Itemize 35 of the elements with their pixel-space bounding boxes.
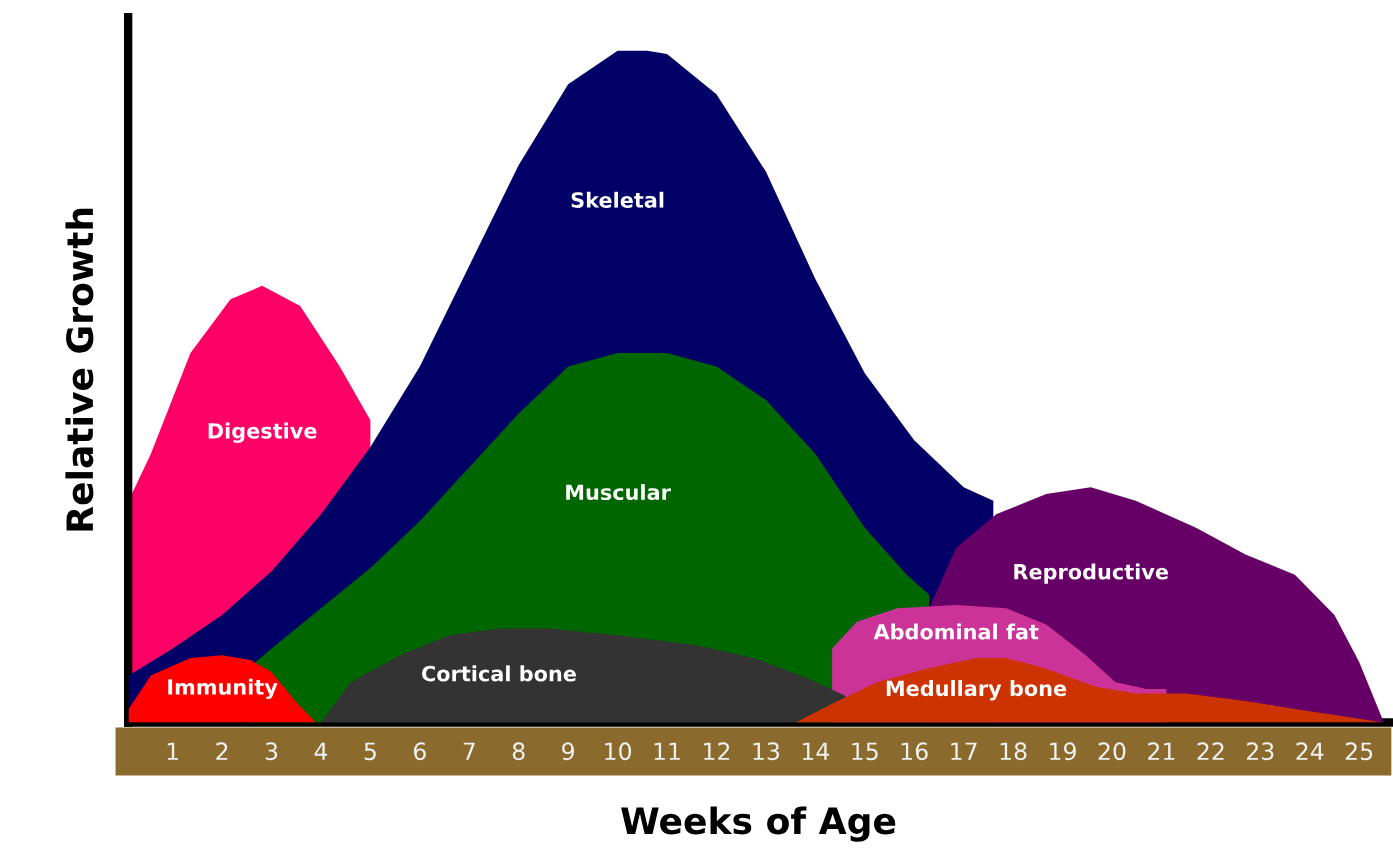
series-label: Digestive — [208, 422, 317, 443]
x-tick-label: 15 — [852, 742, 878, 761]
x-tick-label: 20 — [1098, 742, 1126, 761]
x-tick-label: 10 — [605, 742, 632, 761]
x-tick-label: 14 — [802, 742, 830, 760]
series-label: Immunity — [168, 678, 278, 700]
y-axis-title: Relative Growth — [65, 208, 94, 531]
x-tick-label: 11 — [654, 742, 680, 760]
series-label: Reproductive — [1014, 563, 1168, 584]
x-tick-label: 5 — [364, 742, 376, 761]
x-tick-label: 9 — [562, 742, 574, 761]
x-tick-label: 3 — [265, 742, 278, 761]
x-tick-label: 1 — [167, 742, 178, 760]
x-tick-label: 13 — [753, 742, 780, 761]
x-tick-label: 4 — [314, 742, 328, 760]
x-tick-label: 19 — [1050, 742, 1076, 761]
x-tick-label: 25 — [1345, 742, 1373, 761]
series-label: Abdominal fat — [873, 623, 1039, 640]
x-tick-label: 21 — [1148, 742, 1175, 760]
x-tick-label: 23 — [1246, 742, 1274, 761]
x-axis-title: Weeks of Age — [621, 806, 896, 842]
x-tick-label: 8 — [512, 742, 525, 761]
series-label: Skeletal — [571, 191, 664, 208]
x-tick-label: 22 — [1197, 742, 1224, 760]
series-label: Cortical bone — [421, 665, 576, 682]
x-tick-label: 7 — [463, 742, 475, 760]
x-tick-label: 18 — [1000, 742, 1027, 761]
x-tick-label: 12 — [704, 742, 730, 760]
series-label: Medullary bone — [886, 680, 1067, 701]
series-label: Muscular — [566, 483, 671, 501]
x-tick-label: 24 — [1296, 742, 1324, 760]
x-tick-label: 16 — [901, 742, 928, 761]
x-tick-label: 2 — [216, 742, 228, 760]
x-tick-label: 6 — [413, 742, 426, 761]
x-tick-label: 17 — [951, 742, 977, 760]
